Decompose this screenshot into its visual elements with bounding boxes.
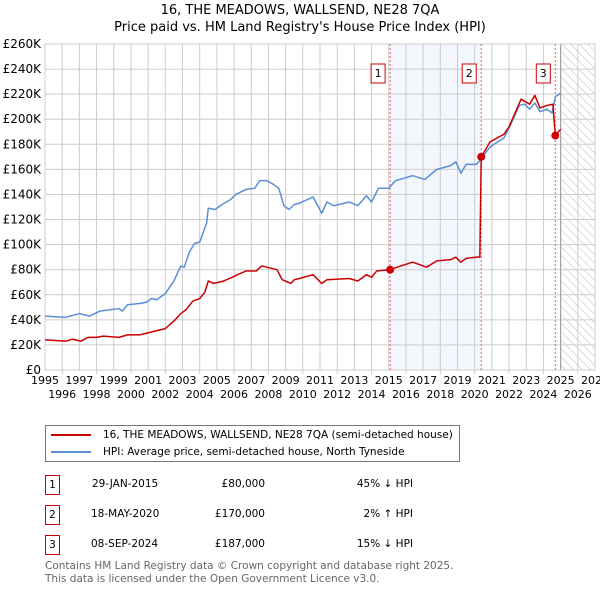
y-tick-label: £40K [10, 313, 42, 327]
transaction-date: 29-JAN-2015 [92, 478, 159, 490]
x-tick-label: 1999 [100, 374, 128, 387]
y-tick-label: £200K [3, 112, 43, 126]
x-tick-label: 2023 [512, 374, 540, 387]
y-tick-label: £140K [3, 187, 43, 201]
transaction-hpi: 15% ↓ HPI [356, 538, 413, 550]
x-tick-label: 1997 [65, 374, 93, 387]
x-tick-label: 2004 [186, 388, 214, 401]
transaction-date: 08-SEP-2024 [91, 538, 159, 550]
transaction-price: £187,000 [214, 538, 265, 550]
x-tick-label: 2008 [254, 388, 282, 401]
y-tick-label: £180K [3, 137, 43, 151]
legend-item-property: 16, THE MEADOWS, WALLSEND, NE28 7QA (sem… [46, 427, 453, 443]
x-tick-label: 2022 [495, 388, 523, 401]
price-chart: £0 £20K £40K £60K £80K £100K £120K £140K £160K £1… [3, 37, 600, 401]
sale-label: 2 [466, 67, 473, 80]
legend-item-hpi: HPI: Average price, semi-detached house,… [46, 444, 405, 460]
transaction-row: 2 18-MAY-2020 £170,000 2% ↑ HPI [45, 505, 465, 525]
sale-label: 1 [375, 67, 382, 80]
sale-label: 3 [540, 67, 547, 80]
legend-swatch-red [51, 434, 91, 436]
footer-licence: This data is licensed under the Open Gov… [45, 573, 380, 585]
x-tick-label: 2009 [272, 374, 300, 387]
series-line [44, 94, 562, 342]
x-tick-label: 2026 [564, 388, 592, 401]
legend: 16, THE MEADOWS, WALLSEND, NE28 7QA (sem… [45, 425, 460, 462]
x-tick-label: 2020 [461, 388, 489, 401]
x-tick-label: 2011 [306, 374, 334, 387]
transaction-hpi: 45% ↓ HPI [356, 478, 413, 490]
x-tick-label: 2010 [289, 388, 317, 401]
x-tick-label: 2001 [134, 374, 162, 387]
x-tick-label: 1995 [31, 374, 59, 387]
y-tick-label: £20K [10, 338, 42, 352]
x-tick-label: 1998 [83, 388, 111, 401]
x-tick-label: 2002 [151, 388, 179, 401]
shaded-period [390, 44, 482, 370]
y-tick-label: £80K [10, 263, 42, 277]
x-tick-label: 2013 [340, 374, 368, 387]
transaction-marker: 1 [45, 475, 60, 495]
y-tick-label: £160K [3, 162, 43, 176]
plot-frame [44, 43, 596, 371]
y-tick-label: £60K [10, 288, 42, 302]
x-tick-label: 2027 [581, 374, 600, 387]
x-tick-label: 2015 [375, 374, 403, 387]
legend-label: HPI: Average price, semi-detached house,… [103, 446, 405, 458]
footer-copyright: Contains HM Land Registry data © Crown c… [45, 560, 454, 572]
x-tick-label: 2000 [117, 388, 145, 401]
y-tick-label: £240K [3, 62, 43, 76]
sale-point [386, 265, 395, 274]
sale-label-box [535, 63, 551, 84]
transaction-row: 1 29-JAN-2015 £80,000 45% ↓ HPI [45, 475, 465, 495]
y-tick-label: £260K [3, 37, 43, 51]
x-tick-label: 2019 [444, 374, 472, 387]
x-tick-label: 2024 [529, 388, 557, 401]
transaction-marker: 2 [45, 505, 60, 525]
transaction-price: £80,000 [221, 478, 265, 490]
x-tick-label: 2007 [237, 374, 265, 387]
chart-title: 16, THE MEADOWS, WALLSEND, NE28 7QA [160, 3, 440, 18]
y-tick-label: £220K [3, 87, 43, 101]
y-tick-label: £100K [3, 238, 43, 252]
transaction-hpi: 2% ↑ HPI [363, 508, 413, 520]
sale-label-box [461, 63, 477, 84]
transaction-date: 18-MAY-2020 [91, 508, 160, 520]
sale-point [477, 152, 486, 161]
x-tick-label: 2021 [478, 374, 506, 387]
x-tick-label: 1996 [48, 388, 76, 401]
series-line [44, 92, 562, 319]
x-tick-label: 2025 [547, 374, 575, 387]
x-tick-label: 2014 [358, 388, 386, 401]
transaction-price: £170,000 [214, 508, 265, 520]
transaction-row: 3 08-SEP-2024 £187,000 15% ↓ HPI [45, 535, 465, 555]
x-tick-label: 2016 [392, 388, 420, 401]
sale-point [551, 131, 560, 140]
x-tick-label: 2017 [409, 374, 437, 387]
chart-subtitle: Price paid vs. HM Land Registry's House … [114, 20, 486, 35]
sale-label-box [370, 63, 386, 84]
x-tick-label: 2012 [323, 388, 351, 401]
legend-label: 16, THE MEADOWS, WALLSEND, NE28 7QA (sem… [103, 429, 453, 441]
x-tick-label: 2006 [220, 388, 248, 401]
transaction-marker: 3 [45, 535, 60, 555]
y-tick-label: £0 [26, 363, 41, 377]
x-tick-label: 2005 [203, 374, 231, 387]
x-tick-label: 2018 [426, 388, 454, 401]
x-tick-label: 2003 [169, 374, 197, 387]
y-tick-label: £120K [3, 213, 43, 227]
legend-swatch-blue [51, 451, 91, 453]
